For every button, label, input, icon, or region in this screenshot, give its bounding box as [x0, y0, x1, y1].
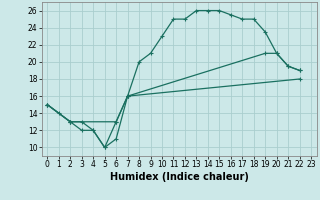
X-axis label: Humidex (Indice chaleur): Humidex (Indice chaleur) — [110, 172, 249, 182]
